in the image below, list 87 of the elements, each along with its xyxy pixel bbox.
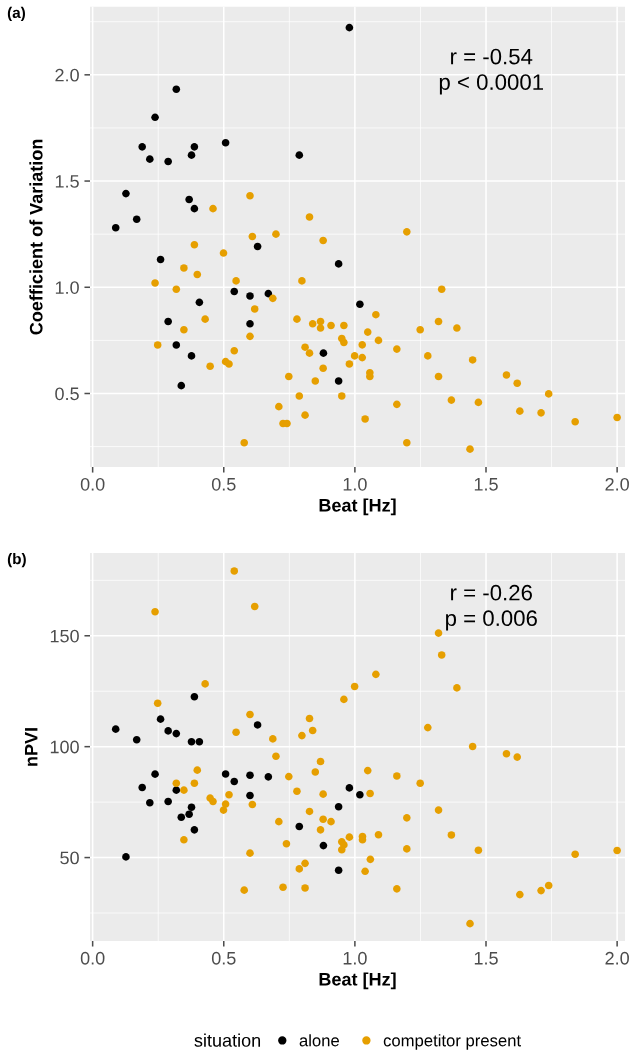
point bbox=[111, 725, 120, 733]
point bbox=[195, 298, 204, 307]
point bbox=[164, 797, 172, 806]
legend-label: competitor present bbox=[383, 1034, 521, 1050]
point bbox=[356, 790, 364, 799]
x-tick-label: 1.0 bbox=[343, 477, 367, 491]
y-tick-label: 100 bbox=[50, 740, 79, 754]
point bbox=[253, 242, 262, 251]
point bbox=[319, 841, 328, 850]
y-axis-title: Coefficient of Variation bbox=[29, 139, 43, 335]
point bbox=[164, 157, 172, 166]
point bbox=[295, 151, 304, 159]
point bbox=[172, 729, 181, 738]
annotation: r = -0.26 p = 0.006 bbox=[446, 584, 537, 631]
chart-title: (a) bbox=[7, 6, 26, 22]
x-tick-label: 2.0 bbox=[605, 477, 629, 491]
point bbox=[246, 292, 254, 300]
point bbox=[334, 260, 343, 268]
legend-title: situation bbox=[194, 1033, 261, 1047]
point bbox=[172, 341, 181, 349]
point bbox=[138, 143, 147, 151]
x-axis-title: Beat [Hz] bbox=[319, 972, 396, 990]
point bbox=[132, 735, 141, 744]
x-tick-label: 0.5 bbox=[211, 477, 236, 491]
y-tick-label: 50 bbox=[60, 851, 79, 865]
chart-title: (b) bbox=[7, 553, 26, 568]
point bbox=[185, 810, 193, 819]
point bbox=[190, 826, 199, 834]
x-tick-label: 0.5 bbox=[211, 951, 236, 965]
y-tick-label: 150 bbox=[50, 629, 79, 643]
point bbox=[164, 727, 172, 735]
x-tick-label: 1.0 bbox=[343, 951, 367, 965]
point bbox=[187, 737, 196, 746]
y-tick-label: 2.0 bbox=[55, 68, 79, 82]
legend-label: alone bbox=[299, 1034, 339, 1047]
point bbox=[264, 773, 273, 781]
annotation: r = -0.54 p < 0.0001 bbox=[439, 48, 543, 95]
point bbox=[177, 813, 186, 821]
point bbox=[122, 853, 130, 861]
point bbox=[253, 721, 262, 729]
point bbox=[345, 784, 354, 792]
point bbox=[146, 798, 154, 807]
point bbox=[345, 23, 354, 32]
point bbox=[230, 777, 239, 786]
point bbox=[221, 139, 230, 147]
point bbox=[190, 204, 199, 213]
point bbox=[177, 381, 186, 390]
point bbox=[295, 822, 304, 831]
point bbox=[151, 113, 159, 122]
point bbox=[187, 352, 196, 360]
point bbox=[187, 151, 196, 159]
y-axis-title: nPVI bbox=[24, 728, 38, 766]
x-tick-label: 1.5 bbox=[474, 952, 498, 965]
point bbox=[111, 223, 120, 232]
point bbox=[246, 791, 254, 800]
point bbox=[221, 770, 230, 778]
point bbox=[334, 377, 343, 385]
x-axis-title: Beat [Hz] bbox=[319, 498, 396, 516]
point bbox=[132, 215, 141, 224]
point bbox=[151, 770, 159, 778]
point bbox=[172, 85, 181, 94]
point bbox=[356, 300, 364, 309]
point bbox=[190, 692, 199, 701]
x-tick-label: 0.0 bbox=[80, 951, 105, 965]
x-tick-label: 2.0 bbox=[605, 951, 629, 965]
x-tick-label: 1.5 bbox=[474, 478, 498, 491]
point bbox=[230, 287, 239, 296]
point bbox=[190, 143, 199, 151]
point bbox=[195, 737, 204, 746]
y-tick-label: 0.5 bbox=[55, 387, 79, 401]
point bbox=[172, 786, 181, 794]
point bbox=[334, 866, 343, 875]
x-tick-label: 0.0 bbox=[80, 477, 105, 491]
point bbox=[164, 317, 172, 326]
point bbox=[156, 255, 165, 264]
point bbox=[122, 189, 130, 198]
point bbox=[334, 802, 343, 811]
point bbox=[246, 771, 254, 780]
point bbox=[187, 803, 196, 812]
point bbox=[156, 715, 165, 723]
point bbox=[146, 155, 154, 163]
y-tick-label: 1.5 bbox=[55, 175, 79, 188]
y-tick-label: 1.0 bbox=[55, 281, 79, 294]
point bbox=[185, 195, 193, 204]
point bbox=[246, 320, 254, 328]
point bbox=[138, 783, 147, 792]
point bbox=[319, 349, 328, 357]
